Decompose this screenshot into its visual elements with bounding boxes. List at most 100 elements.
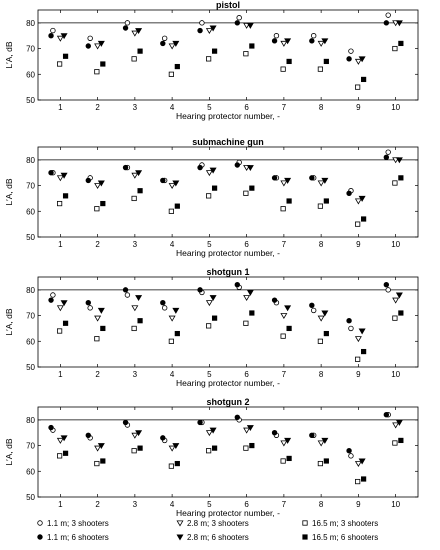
x-tick-label: 6: [244, 370, 249, 379]
data-point: [131, 56, 137, 62]
x-axis-label: Hearing protector number, -: [176, 248, 280, 258]
data-point: [205, 300, 213, 307]
data-point: [392, 315, 398, 321]
data-point: [309, 38, 315, 44]
data-point: [246, 22, 254, 29]
x-tick-label: 1: [58, 500, 63, 509]
data-point: [243, 445, 249, 451]
data-point: [209, 25, 217, 32]
data-point: [197, 27, 203, 34]
data-point: [209, 295, 217, 302]
data-point: [323, 58, 329, 65]
legend: 1.1 m; 3 shooters 1.1 m; 6 shooters 2.8 m;…: [37, 519, 378, 542]
data-point: [197, 164, 203, 171]
data-point: [317, 180, 325, 187]
data-point: [97, 180, 105, 187]
data-point: [205, 28, 213, 35]
data-point: [205, 170, 213, 177]
data-point: [317, 203, 323, 209]
data-point: [94, 460, 100, 467]
data-point: [249, 185, 255, 191]
data-point: [160, 435, 166, 441]
data-point: [354, 336, 362, 343]
y-tick-label: 70: [26, 312, 35, 321]
x-tick-label: 7: [282, 240, 287, 249]
x-tick-label: 5: [207, 370, 212, 379]
legend-marker: [302, 534, 308, 540]
data-point: [209, 167, 217, 174]
data-point: [354, 198, 362, 205]
data-point: [286, 455, 292, 462]
data-point: [206, 448, 212, 454]
data-point: [243, 190, 249, 196]
data-point: [122, 287, 129, 293]
data-point: [385, 149, 391, 155]
data-point: [60, 435, 68, 442]
data-point: [57, 200, 63, 207]
data-point: [273, 33, 280, 39]
y-tick-label: 70: [26, 442, 35, 451]
data-point: [246, 289, 254, 296]
data-point: [361, 76, 367, 83]
data-point: [209, 427, 217, 434]
data-point: [122, 164, 129, 171]
data-point: [124, 292, 131, 298]
data-point: [168, 43, 176, 50]
data-point: [348, 48, 354, 54]
data-point: [85, 300, 91, 306]
x-tick-label: 7: [282, 103, 287, 112]
data-point: [317, 460, 323, 467]
data-point: [234, 20, 241, 26]
data-point: [62, 193, 69, 199]
y-axis-label: L′A, dB: [4, 41, 14, 68]
data-point: [392, 45, 398, 52]
panel-title: shotgun 1: [207, 267, 250, 277]
data-point: [137, 318, 143, 324]
x-tick-label: 9: [356, 103, 361, 112]
data-point: [57, 61, 63, 67]
data-point: [284, 305, 292, 312]
data-point: [94, 315, 102, 322]
legend-label: 1.1 m; 6 shooters: [47, 533, 109, 542]
data-point: [62, 320, 69, 326]
data-point: [280, 66, 286, 72]
x-tick-label: 6: [244, 240, 249, 249]
y-tick-label: 80: [26, 286, 35, 295]
data-point: [87, 35, 93, 41]
data-point: [172, 443, 180, 450]
data-point: [355, 356, 361, 362]
data-point: [135, 170, 143, 177]
x-tick-label: 3: [133, 370, 138, 379]
data-point: [135, 295, 143, 302]
x-tick-label: 9: [356, 240, 361, 249]
data-point: [398, 310, 404, 316]
data-point: [286, 325, 292, 332]
data-point: [168, 71, 174, 77]
data-point: [94, 183, 102, 190]
data-point: [211, 445, 218, 451]
plot-frame: [37, 9, 419, 101]
data-point: [197, 419, 203, 426]
x-tick-label: 8: [319, 103, 324, 112]
data-point: [236, 15, 242, 21]
x-tick-label: 4: [170, 370, 175, 379]
x-tick-label: 6: [244, 103, 249, 112]
x-tick-label: 3: [133, 103, 138, 112]
x-tick-label: 2: [95, 103, 100, 112]
data-point: [100, 458, 106, 464]
x-axis-label: Hearing protector number, -: [176, 111, 280, 121]
data-point: [355, 221, 361, 227]
data-point: [280, 206, 286, 212]
data-point: [346, 318, 352, 324]
data-point: [361, 348, 367, 355]
data-point: [383, 20, 390, 26]
data-point: [94, 43, 102, 50]
data-point: [137, 188, 143, 194]
data-point: [131, 305, 139, 312]
panel-2: submachine gun 50 60 70 80 1 2 3 4 5 6 7 8 9 10 Hearing…: [4, 137, 419, 258]
x-axis-label: Hearing protector number, -: [176, 378, 280, 388]
data-point: [48, 170, 54, 176]
x-tick-label: 8: [319, 500, 324, 509]
x-tick-label: 1: [58, 370, 63, 379]
data-point: [395, 157, 403, 164]
